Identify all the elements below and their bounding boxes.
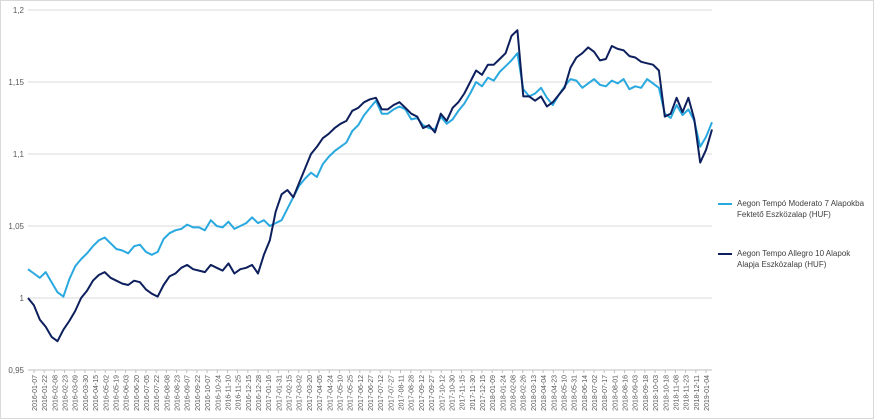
- x-tick-label: 2018-12-11: [694, 375, 701, 410]
- x-tick-label: 2017-03-02: [297, 375, 304, 411]
- x-tick-label: 2017-08-28: [409, 375, 416, 411]
- legend-label-allegro: Aegon Tempo Allegro 10 Alapok Alapja Esz…: [737, 249, 851, 269]
- x-tick-label: 2018-08-01: [612, 375, 619, 411]
- x-tick-label: 2018-01-24: [500, 375, 507, 411]
- x-tick-label: 2016-09-22: [195, 375, 202, 411]
- y-tick-label: 1: [20, 294, 25, 303]
- y-tick-label: 1,2: [13, 6, 25, 15]
- x-tick-label: 2018-10-18: [663, 375, 670, 411]
- x-tick-label: 2016-08-23: [175, 375, 182, 411]
- x-tick-label: 2018-09-03: [633, 375, 640, 411]
- x-tick-label: 2018-07-17: [602, 375, 609, 411]
- x-tick-label: 2017-06-12: [358, 375, 365, 411]
- x-tick-label: 2019-01-04: [704, 375, 711, 411]
- x-tick-label: 2017-05-10: [337, 375, 344, 411]
- x-tick-label: 2017-07-27: [388, 375, 395, 411]
- x-tick-label: 2018-03-13: [531, 375, 538, 411]
- x-tick-label: 2017-09-12: [419, 375, 426, 411]
- x-tick-label: 2017-05-25: [348, 375, 355, 411]
- x-tick-label: 2016-07-22: [154, 375, 161, 411]
- x-tick-label: 2017-11-15: [460, 375, 467, 410]
- x-tick-label: 2017-06-27: [368, 375, 375, 411]
- x-tick-label: 2016-03-30: [83, 375, 90, 411]
- x-tick-label: 2017-04-24: [327, 375, 334, 411]
- legend-label-moderato: Aegon Tempó Moderato 7 Alapokba Fektető …: [737, 199, 865, 219]
- x-tick-label: 2016-09-07: [185, 375, 192, 411]
- x-tick-label: 2017-01-31: [276, 375, 283, 411]
- x-tick-label: 2018-06-14: [582, 375, 589, 411]
- x-tick-label: 2018-07-02: [592, 375, 599, 411]
- x-tick-label: 2016-05-19: [113, 375, 120, 411]
- x-tick-label: 2018-04-23: [551, 375, 558, 411]
- x-tick-label: 2018-04-04: [541, 375, 548, 411]
- x-tick-label: 2016-11-10: [225, 375, 232, 410]
- x-tick-label: 2016-02-08: [52, 375, 59, 411]
- x-tick-label: 2016-03-09: [73, 375, 80, 411]
- y-tick-label: 0,95: [8, 366, 24, 375]
- x-tick-label: 2018-11-23: [684, 375, 691, 410]
- x-tick-label: 2017-09-27: [429, 375, 436, 411]
- x-tick-label: 2017-08-11: [399, 375, 406, 410]
- x-tick-label: 2018-11-08: [673, 375, 680, 410]
- x-tick-label: 2016-12-15: [246, 375, 253, 411]
- x-tick-label: 2018-09-18: [643, 375, 650, 411]
- y-tick-label: 1,1: [13, 150, 25, 159]
- x-tick-label: 2016-05-02: [103, 375, 110, 411]
- x-tick-label: 2016-08-08: [164, 375, 171, 411]
- x-tick-label: 2017-04-05: [317, 375, 324, 411]
- series-line-moderato: [27, 52, 713, 298]
- x-tick-label: 2017-10-30: [449, 375, 456, 411]
- x-tick-label: 2018-05-31: [572, 375, 579, 411]
- x-tick-label: 2016-06-03: [124, 375, 131, 411]
- x-tick-label: 2016-12-28: [256, 375, 263, 411]
- series-line-allegro: [27, 29, 713, 343]
- x-tick-label: 2016-01-07: [32, 375, 39, 411]
- x-tick-label: 2018-08-16: [623, 375, 630, 411]
- x-tick-label: 2016-11-25: [236, 375, 243, 410]
- legend-swatch-allegro: [718, 253, 732, 255]
- x-axis-ticks: 2016-01-07 2016-01-22 2016-02-08 2016-02-23…: [32, 370, 711, 411]
- y-tick-label: 1,15: [8, 78, 24, 87]
- y-tick-label: 1,05: [8, 222, 24, 231]
- x-tick-label: 2016-10-24: [215, 375, 222, 411]
- x-tick-label: 2017-12-15: [480, 375, 487, 411]
- x-tick-label: 2018-01-09: [490, 375, 497, 411]
- x-tick-label: 2016-02-23: [63, 375, 70, 411]
- grid-lines: [28, 9, 712, 371]
- x-tick-label: 2018-10-03: [653, 375, 660, 411]
- y-axis-ticks: 0,95 1 1,05 1,1 1,15 1,2: [8, 6, 24, 375]
- x-tick-label: 2016-07-05: [144, 375, 151, 411]
- x-tick-label: 2018-05-10: [561, 375, 568, 411]
- x-tick-label: 2018-02-08: [511, 375, 518, 411]
- x-tick-label: 2018-02-26: [521, 375, 528, 411]
- x-tick-label: 2016-06-20: [134, 375, 141, 411]
- x-tick-label: 2017-07-12: [378, 375, 385, 411]
- x-tick-label: 2016-04-15: [93, 375, 100, 411]
- x-tick-label: 2016-01-22: [42, 375, 49, 411]
- x-tick-label: 2017-01-16: [266, 375, 273, 411]
- x-tick-label: 2017-11-30: [470, 375, 477, 410]
- series-layer: [27, 29, 713, 343]
- x-tick-label: 2017-03-20: [307, 375, 314, 411]
- x-tick-label: 2017-02-15: [287, 375, 294, 411]
- legend-swatch-moderato: [718, 203, 732, 205]
- x-tick-label: 2017-10-12: [439, 375, 446, 411]
- x-tick-label: 2016-10-07: [205, 375, 212, 411]
